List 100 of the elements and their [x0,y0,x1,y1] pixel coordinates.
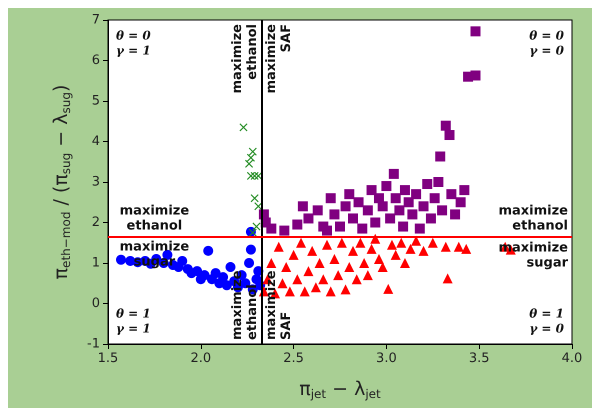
point [292,274,302,284]
point [374,193,384,204]
point [461,244,472,254]
point [470,70,480,80]
point [296,238,306,248]
point [252,222,260,231]
point [266,224,276,234]
point [266,258,276,268]
point [400,185,410,196]
point [374,254,384,264]
point [362,205,373,216]
point [390,250,401,260]
point [355,238,366,248]
y-tick-label: 2 [92,215,100,230]
y-tick-label: 6 [92,53,100,68]
point [428,238,438,248]
point [418,201,429,212]
point [362,270,373,280]
point [357,224,368,234]
point [329,254,340,264]
point [450,209,460,220]
point [366,185,377,196]
x-tick-label: 2.0 [190,351,212,366]
point [279,226,290,236]
point [414,224,425,234]
point [370,218,380,228]
point [400,258,410,268]
point [284,286,295,296]
point [177,256,188,266]
point [322,240,332,250]
x-tick-label: 2.5 [283,351,304,366]
point [456,197,466,208]
point [340,284,351,294]
point [300,286,310,296]
point [352,274,362,284]
point [404,197,414,208]
point [318,274,328,284]
y-axis-title: πeth−mod / (πsug − λsug) [50,84,73,280]
point [298,201,308,212]
point [277,278,288,288]
point [344,189,354,200]
point [359,258,370,268]
point [378,262,388,272]
point [385,213,396,224]
point [433,177,444,187]
point [312,205,323,216]
point [386,240,397,250]
point [326,286,336,296]
point [388,168,399,179]
point [246,244,256,255]
annotation: maximize ethanol [498,203,568,234]
point [335,222,345,232]
point [222,280,232,290]
point [426,213,436,224]
point [307,246,318,256]
point [310,282,321,292]
point [246,154,255,162]
point [303,266,314,276]
point [292,220,302,230]
point [245,160,254,168]
annotation: maximize ethanol [120,203,190,234]
point [454,242,464,252]
point [422,179,432,190]
annotation: θ = 0 γ = 0 [529,28,565,58]
point [418,246,429,256]
point [200,270,210,280]
point [348,213,358,224]
y-tick-label: 0 [92,296,100,311]
x-tick-label: 1.5 [98,351,118,366]
y-tick-label: 7 [92,12,100,28]
annotation: maximize ethanol [230,24,260,94]
point [440,242,451,252]
point [239,123,248,132]
point [437,205,448,216]
point [248,148,257,156]
point [226,262,236,272]
point [440,120,451,131]
point [348,246,358,256]
point [116,254,126,265]
x-tick-label: 3.0 [376,351,397,366]
point [344,262,354,272]
y-tick-label: 4 [92,134,100,149]
point [210,268,221,278]
point [281,262,292,272]
point [192,266,202,276]
annotation: maximize ethanol [230,270,260,340]
point [398,222,408,232]
point [354,197,364,208]
point [333,270,344,280]
point [314,258,325,268]
point [322,226,332,236]
point [326,193,336,204]
point [383,284,394,294]
point [218,272,228,282]
point [381,181,392,192]
point [406,244,416,254]
point [430,193,440,204]
point [244,258,254,268]
annotation: θ = 0 γ = 1 [116,28,152,58]
y-tick-label: 1 [92,256,100,270]
